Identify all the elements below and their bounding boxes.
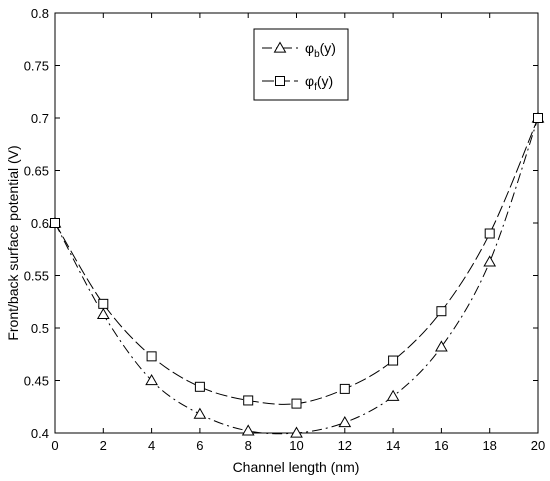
y-tick-label: 0.55 xyxy=(24,269,49,284)
y-tick-label: 0.7 xyxy=(31,111,49,126)
data-point-square xyxy=(436,306,447,317)
x-axis: 0 2 4 6 8 10 12 14 16 18 20 xyxy=(51,13,545,453)
x-tick-label: 12 xyxy=(338,438,352,453)
y-tick-label: 0.75 xyxy=(24,59,49,74)
legend: φb(y)φf(y) xyxy=(253,28,349,101)
data-point-square xyxy=(243,395,254,406)
data-point-square xyxy=(146,351,157,362)
data-point-triangle xyxy=(290,426,303,438)
data-point-square xyxy=(533,113,543,123)
data-point-triangle xyxy=(241,424,255,436)
data-point-square xyxy=(339,383,350,394)
data-point-triangle xyxy=(386,389,400,401)
x-tick-label: 6 xyxy=(196,438,203,453)
x-tick-label: 10 xyxy=(289,438,303,453)
series-line xyxy=(54,117,539,405)
legend-label-suffix: (y) xyxy=(317,73,333,89)
data-point-triangle xyxy=(193,407,207,419)
data-point-triangle xyxy=(96,307,110,319)
data-point-square xyxy=(291,398,302,409)
x-tick-label: 20 xyxy=(531,438,545,453)
x-tick-label: 14 xyxy=(386,438,400,453)
x-tick-label: 2 xyxy=(100,438,107,453)
legend-label-subscript: b xyxy=(314,49,320,60)
y-tick-label: 0.4 xyxy=(31,426,49,441)
x-tick-label: 16 xyxy=(434,438,448,453)
y-tick-label: 0.6 xyxy=(31,216,49,231)
y-axis: 0.4 0.45 0.5 0.55 0.6 0.65 0.7 0.75 0.8 xyxy=(24,6,538,441)
data-point-square xyxy=(388,355,399,366)
data-point-triangle xyxy=(435,340,448,352)
legend-label: φf(y) xyxy=(305,73,333,93)
x-tick-label: 4 xyxy=(148,438,155,453)
data-point-square xyxy=(98,298,109,309)
series-layer xyxy=(48,111,545,438)
legend-label: φb(y) xyxy=(305,40,336,60)
y-axis-label: Front/back surface potential (V) xyxy=(5,145,21,340)
legend-label-suffix: (y) xyxy=(320,40,336,56)
x-tick-label: 8 xyxy=(245,438,252,453)
legend-label-subscript: f xyxy=(314,82,317,93)
y-tick-label: 0.65 xyxy=(24,164,49,179)
data-point-triangle xyxy=(273,41,287,53)
data-point-square xyxy=(50,218,60,228)
series-phi-b xyxy=(48,111,545,438)
series-line xyxy=(54,117,539,435)
x-tick-label: 0 xyxy=(51,438,58,453)
data-point-triangle xyxy=(338,415,352,428)
legend-label-main: φ xyxy=(305,73,314,89)
legend-box xyxy=(253,28,349,101)
data-point-square xyxy=(484,228,495,239)
legend-label-main: φ xyxy=(305,40,314,56)
data-point-triangle xyxy=(145,373,158,386)
y-tick-label: 0.8 xyxy=(31,6,49,21)
data-point-triangle xyxy=(483,255,497,267)
series-phi-f xyxy=(50,113,543,409)
x-axis-label: Channel length (nm) xyxy=(233,459,360,475)
x-tick-label: 18 xyxy=(482,438,496,453)
data-point-square xyxy=(275,76,285,86)
data-point-square xyxy=(194,381,205,392)
y-tick-label: 0.45 xyxy=(24,374,49,389)
y-tick-label: 0.5 xyxy=(31,321,49,336)
